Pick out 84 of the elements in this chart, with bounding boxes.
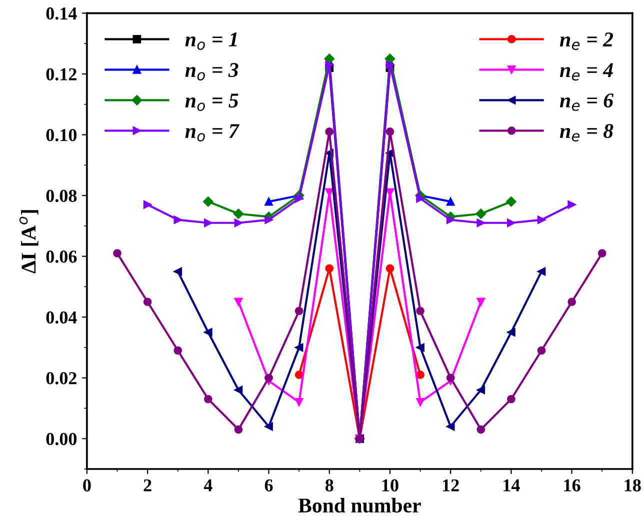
point xyxy=(476,425,486,434)
point xyxy=(446,216,455,224)
point xyxy=(143,298,152,306)
point xyxy=(294,370,304,379)
point xyxy=(537,216,546,224)
x-tick-label: 10 xyxy=(382,479,398,492)
point xyxy=(233,208,244,219)
y-tick-label: 0.12 xyxy=(46,68,76,80)
x-tick-label: 4 xyxy=(204,479,212,492)
legend-label: n$_{e}$ = 4 xyxy=(560,63,613,81)
point xyxy=(174,267,182,276)
point xyxy=(325,264,334,273)
point xyxy=(568,298,576,306)
legend-label: n$_{o}$ = 3 xyxy=(185,63,238,80)
legend-label: n$_{o}$ = 7 xyxy=(185,124,240,142)
point xyxy=(294,343,304,352)
legend-label: n$_{o}$ = 5 xyxy=(185,94,238,111)
point xyxy=(204,218,212,228)
y-tick-label: 0.04 xyxy=(46,311,77,324)
y-tick-label: 0.08 xyxy=(46,190,77,202)
x-tick-label: 2 xyxy=(144,479,152,492)
point xyxy=(416,306,424,316)
point xyxy=(446,197,455,206)
point xyxy=(325,60,334,70)
point xyxy=(446,374,455,382)
legend-label: n$_{e}$ = 6 xyxy=(560,94,614,111)
point xyxy=(537,267,546,276)
point xyxy=(174,346,182,355)
x-tick-label: 12 xyxy=(443,479,459,492)
legend-label: n$_{e}$ = 8 xyxy=(560,124,614,142)
point xyxy=(264,422,273,431)
point xyxy=(386,60,394,70)
x-tick-label: 16 xyxy=(564,479,580,492)
point xyxy=(568,200,576,209)
y-tick-label: 0.02 xyxy=(46,372,76,384)
point xyxy=(416,398,424,406)
point xyxy=(234,218,243,228)
point xyxy=(476,208,486,219)
point xyxy=(386,128,394,136)
y-tick-label: 0.00 xyxy=(46,432,77,446)
point xyxy=(416,370,424,379)
point xyxy=(234,425,243,434)
x-tick-label: 18 xyxy=(624,479,641,492)
y-tick-label: 0.10 xyxy=(46,128,77,142)
point xyxy=(537,346,546,355)
legend-label: n$_{o}$ = 1 xyxy=(185,32,237,50)
point xyxy=(476,298,486,306)
point xyxy=(476,218,486,228)
x-tick-label: 14 xyxy=(504,479,520,492)
point xyxy=(507,394,516,404)
point xyxy=(143,200,152,209)
y-tick-label: 0.14 xyxy=(46,7,77,20)
point xyxy=(506,196,516,207)
point xyxy=(204,328,212,336)
point xyxy=(446,422,455,431)
point xyxy=(384,54,396,64)
point xyxy=(294,306,304,316)
point xyxy=(507,218,516,228)
point xyxy=(294,398,304,406)
point xyxy=(416,343,424,352)
point xyxy=(325,128,334,136)
x-axis-title: Bond number xyxy=(298,498,421,513)
point xyxy=(324,54,334,64)
x-tick-label: 0 xyxy=(83,479,91,492)
y-tick-label: 0.06 xyxy=(46,250,77,263)
point xyxy=(264,197,273,206)
point xyxy=(264,374,273,382)
legend-label: n$_{e}$ = 2 xyxy=(560,32,614,50)
x-tick-label: 6 xyxy=(264,479,273,492)
point xyxy=(416,194,424,203)
point xyxy=(234,386,243,394)
point xyxy=(113,249,122,258)
point xyxy=(203,196,214,207)
point xyxy=(386,264,394,273)
point xyxy=(476,386,486,394)
point xyxy=(174,216,182,224)
point xyxy=(234,298,243,306)
point xyxy=(294,194,304,203)
point xyxy=(598,249,606,258)
point xyxy=(507,328,516,336)
point xyxy=(204,394,212,404)
point xyxy=(264,216,273,224)
y-axis-title: ΔI [A$^{o}$] xyxy=(19,210,38,274)
x-tick-label: 8 xyxy=(325,479,334,492)
